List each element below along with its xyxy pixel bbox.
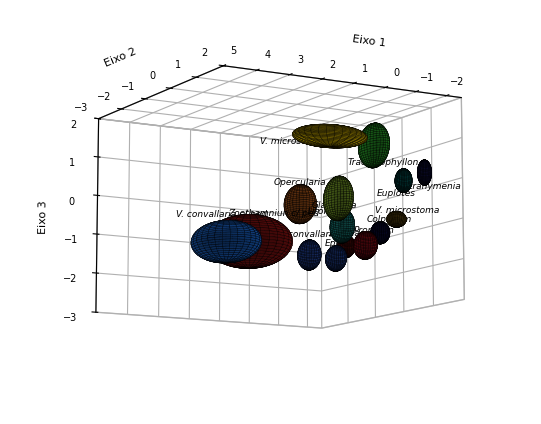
Y-axis label: Eixo 2: Eixo 2 <box>103 47 138 69</box>
X-axis label: Eixo 1: Eixo 1 <box>352 34 386 49</box>
